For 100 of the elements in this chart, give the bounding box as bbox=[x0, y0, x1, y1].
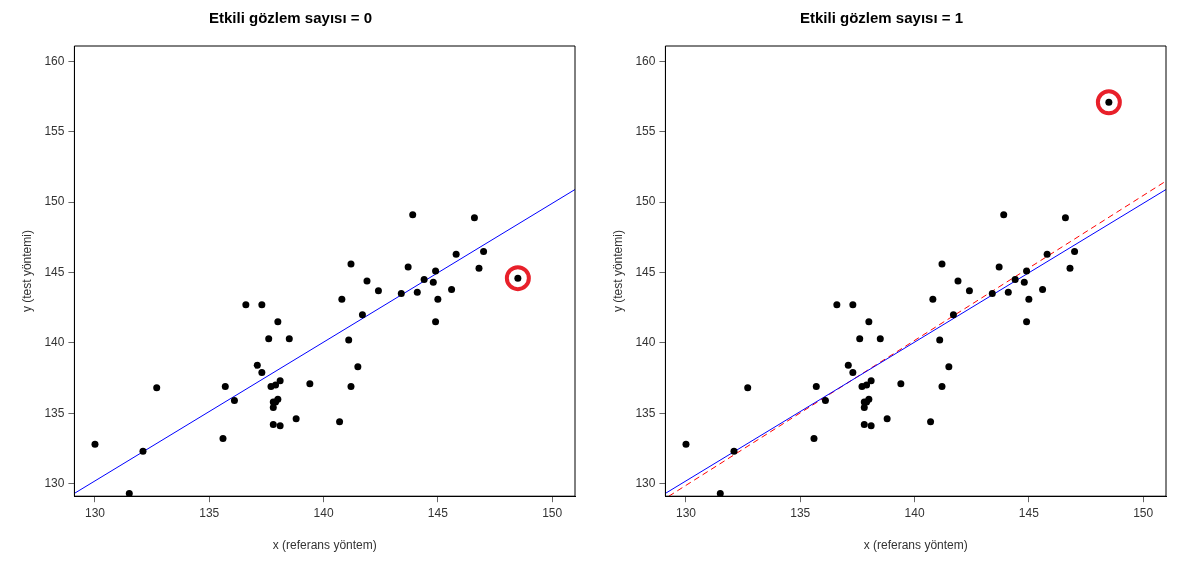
point bbox=[897, 380, 905, 388]
x-tick-label: 145 bbox=[427, 505, 449, 520]
point bbox=[995, 263, 1003, 271]
point bbox=[883, 415, 891, 423]
point bbox=[258, 368, 266, 376]
point bbox=[929, 295, 937, 303]
x-tick-label: 140 bbox=[904, 505, 925, 520]
point bbox=[849, 368, 857, 376]
y-tick-label: 130 bbox=[635, 475, 656, 490]
point bbox=[253, 361, 261, 369]
point bbox=[354, 363, 362, 371]
y-tick-label: 160 bbox=[635, 53, 656, 68]
point bbox=[1023, 267, 1031, 275]
y-tick-label: 145 bbox=[635, 264, 656, 279]
y-tick-label: 155 bbox=[635, 124, 656, 139]
point bbox=[91, 440, 99, 448]
point bbox=[139, 447, 147, 455]
point bbox=[1095, 89, 1122, 116]
point bbox=[938, 260, 946, 268]
y-tick-label: 135 bbox=[635, 405, 656, 420]
point bbox=[927, 418, 935, 426]
point bbox=[221, 382, 229, 390]
point bbox=[849, 301, 857, 309]
point bbox=[812, 382, 820, 390]
point bbox=[1000, 211, 1008, 219]
point bbox=[397, 290, 405, 298]
point bbox=[856, 335, 864, 343]
point bbox=[965, 287, 973, 295]
point bbox=[1020, 278, 1028, 286]
point bbox=[336, 418, 344, 426]
point bbox=[1004, 288, 1012, 296]
y-axis-title: y (test yöntemi) bbox=[19, 230, 34, 313]
point bbox=[833, 301, 841, 309]
point bbox=[949, 311, 957, 319]
point bbox=[429, 278, 437, 286]
point bbox=[230, 397, 238, 405]
y-tick-label: 155 bbox=[44, 124, 65, 139]
point bbox=[988, 290, 996, 298]
point bbox=[938, 382, 946, 390]
x-tick-label: 130 bbox=[84, 505, 106, 520]
chart-title: Etkili gözlem sayısı = 1 bbox=[800, 9, 963, 27]
point bbox=[269, 420, 277, 428]
point bbox=[730, 447, 738, 455]
point bbox=[274, 318, 282, 326]
point bbox=[125, 489, 133, 497]
point bbox=[1066, 264, 1074, 272]
point bbox=[744, 384, 752, 392]
point bbox=[448, 285, 456, 293]
point bbox=[1023, 318, 1031, 326]
point bbox=[480, 247, 488, 255]
x-axis-title: x (referans yöntem) bbox=[272, 538, 377, 553]
point bbox=[420, 276, 428, 284]
y-tick-label: 150 bbox=[44, 194, 65, 209]
point bbox=[432, 318, 440, 326]
point bbox=[860, 420, 868, 428]
point bbox=[432, 267, 440, 275]
point bbox=[860, 404, 868, 412]
point bbox=[1039, 285, 1047, 293]
point bbox=[1071, 247, 1079, 255]
point bbox=[258, 301, 266, 309]
point bbox=[716, 489, 724, 497]
x-axis-title: x (referans yöntem) bbox=[863, 538, 968, 553]
point bbox=[219, 435, 227, 443]
point bbox=[867, 422, 875, 430]
point bbox=[1043, 250, 1051, 258]
point bbox=[863, 381, 871, 389]
point bbox=[876, 335, 884, 343]
chart-title: Etkili gözlem sayısı = 0 bbox=[209, 9, 372, 27]
y-tick-label: 130 bbox=[44, 475, 65, 490]
point bbox=[682, 440, 690, 448]
x-tick-label: 130 bbox=[675, 505, 697, 520]
point bbox=[1025, 295, 1033, 303]
point bbox=[844, 361, 852, 369]
y-tick-label: 160 bbox=[44, 53, 65, 68]
point bbox=[470, 214, 478, 222]
y-tick-label: 140 bbox=[635, 335, 656, 350]
point bbox=[936, 336, 944, 344]
point bbox=[272, 381, 280, 389]
point bbox=[358, 311, 366, 319]
point bbox=[821, 397, 829, 405]
point bbox=[347, 260, 355, 268]
point bbox=[242, 301, 250, 309]
y-axis-title: y (test yöntemi) bbox=[610, 230, 625, 313]
point bbox=[867, 377, 875, 385]
point bbox=[1011, 276, 1019, 284]
point bbox=[285, 335, 293, 343]
point bbox=[452, 250, 460, 258]
point bbox=[292, 415, 300, 423]
y-tick-label: 135 bbox=[44, 405, 65, 420]
x-tick-label: 135 bbox=[790, 505, 811, 520]
x-tick-label: 150 bbox=[542, 505, 563, 520]
point bbox=[954, 277, 962, 285]
point bbox=[338, 295, 346, 303]
point bbox=[306, 380, 314, 388]
point bbox=[363, 277, 371, 285]
point bbox=[1061, 214, 1069, 222]
point bbox=[153, 384, 161, 392]
x-tick-label: 135 bbox=[199, 505, 220, 520]
point bbox=[409, 211, 417, 219]
point bbox=[345, 336, 353, 344]
